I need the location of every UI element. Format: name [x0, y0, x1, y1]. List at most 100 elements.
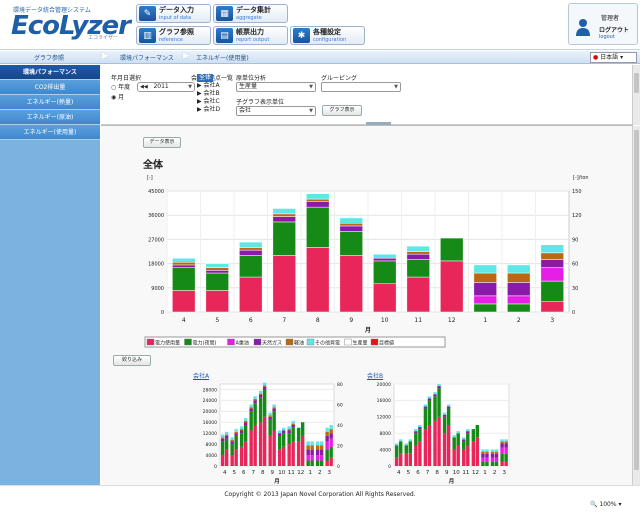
tree-item[interactable]: ▶ 会社D: [197, 106, 221, 113]
bar-segment: [414, 431, 418, 434]
bar-segment: [319, 455, 324, 461]
tree-item[interactable]: ▶ 会社A: [197, 82, 220, 89]
bar-segment: [373, 253, 397, 259]
bar-segment: [239, 247, 263, 251]
bar-segment: [540, 300, 564, 313]
bar-segment: [500, 441, 504, 444]
grouping-select[interactable]: [321, 82, 401, 92]
nav-reference-button[interactable]: ▥ グラフ参照 reference: [136, 26, 211, 45]
year-stepper[interactable]: ◀◀ 2011: [137, 82, 195, 92]
bar-segment: [296, 441, 301, 466]
radio-month[interactable]: ◉ 月: [111, 94, 125, 101]
bar-segment: [329, 429, 333, 434]
nav-report-output-button[interactable]: ▤ 帳票出力 report output: [213, 26, 288, 45]
y-tick-label: 24000: [203, 398, 217, 404]
splitter-handle[interactable]: [366, 122, 391, 125]
x-tick-label: 3: [502, 470, 506, 476]
prev-year-button[interactable]: ◀◀: [140, 84, 148, 90]
sidebar-item-energy-usage[interactable]: エネルギー(使用量): [0, 125, 100, 140]
y-tick-label: 45000: [148, 189, 164, 195]
bar-segment: [268, 419, 272, 436]
bar-segment: [490, 461, 495, 466]
bar-segment: [414, 433, 418, 446]
x-tick-label: 2: [318, 470, 322, 476]
y-tick-label: 0: [388, 464, 391, 470]
bar-segment: [205, 272, 229, 291]
sub-chart-a-link[interactable]: 会社A: [193, 373, 210, 380]
y-tick-label: 4000: [206, 453, 218, 459]
bar-segment: [494, 457, 499, 462]
bar-segment: [287, 426, 291, 430]
legend-label: A重油: [236, 340, 249, 347]
bar-segment: [427, 425, 432, 466]
bar-segment: [243, 425, 248, 442]
bar-segment: [504, 447, 508, 454]
filter-button[interactable]: 絞り込み: [113, 355, 151, 366]
bar-segment: [315, 449, 320, 456]
bar-segment: [462, 441, 466, 450]
zoom-level[interactable]: 🔍 100% ▾: [590, 501, 622, 508]
app-logo[interactable]: EcoLyzer: [11, 11, 131, 41]
bar-segment: [500, 443, 504, 448]
breadcrumb-separator-icon: ▶: [102, 51, 109, 61]
bar-segment: [277, 430, 282, 434]
bar-segment: [291, 441, 295, 466]
bar-segment: [373, 260, 397, 285]
breadcrumb-item-energy[interactable]: エネルギー(使用量): [196, 55, 249, 62]
bar-segment: [456, 445, 460, 466]
bar-segment: [306, 198, 330, 203]
bar-segment: [462, 437, 466, 440]
sub-chart-b-link[interactable]: 会社B: [367, 373, 384, 380]
x-tick-label: 9: [445, 470, 449, 476]
legend-swatch: [184, 338, 192, 346]
y2-tick-label: 150: [572, 189, 582, 195]
nav-configuration-button[interactable]: ✱ 各種設定 configuration: [290, 26, 365, 45]
sidebar: 環境パフォーマンス CO2排出量 エネルギー(熱量) エネルギー(原油) エネル…: [0, 65, 100, 485]
bar-segment: [408, 439, 413, 442]
bar-segment: [406, 245, 430, 252]
language-select[interactable]: ● 日本語 ▾: [590, 52, 637, 63]
company-tree[interactable]: 全体 ▶ 会社A ▶ 会社B ▶ 会社C ▶ 会社D: [197, 74, 227, 116]
breadcrumb-item-graph[interactable]: グラフ参照: [34, 55, 65, 62]
wrench-icon: ✱: [293, 28, 310, 43]
bar-segment: [253, 396, 257, 400]
tree-root[interactable]: 全体: [197, 74, 214, 82]
sidebar-item-energy-oil[interactable]: エネルギー(原油): [0, 110, 100, 125]
breadcrumb-item-performance[interactable]: 環境パフォーマンス: [120, 55, 174, 62]
bar-segment: [268, 415, 272, 417]
bar-segment: [272, 404, 276, 408]
nav-data-input-button[interactable]: ✎ データ入力 input of data: [136, 4, 211, 23]
bar-segment: [262, 389, 267, 417]
nav-aggregate-button[interactable]: ▦ データ集計 aggregate: [213, 4, 288, 23]
filter-scrollbar[interactable]: [632, 65, 640, 125]
x-tick-label: 11: [414, 317, 422, 324]
bar-segment: [433, 394, 437, 397]
bar-segment: [329, 446, 333, 458]
chart-legend: 電力使用量 電力(夜間) A重油 天然ガス 軽油 その他買電 生産量 目標値: [144, 336, 446, 348]
bar-segment: [329, 438, 333, 447]
bar-segment: [504, 443, 508, 448]
calculator-icon: ▦: [216, 6, 233, 21]
bar-segment: [473, 295, 497, 305]
sidebar-item-performance[interactable]: 環境パフォーマンス: [0, 65, 100, 80]
unit-analysis-select[interactable]: 生産量: [236, 82, 316, 92]
bar-segment: [475, 425, 480, 438]
sidebar-item-energy-heat[interactable]: エネルギー(熱量): [0, 95, 100, 110]
sidebar-item-co2[interactable]: CO2排出量: [0, 80, 100, 95]
logout-link[interactable]: ログアウト logout: [599, 27, 630, 40]
graph-display-button[interactable]: グラフ表示: [322, 105, 362, 116]
child-unit-label: 子グラフ表示単位: [236, 99, 285, 106]
bar-segment: [239, 446, 244, 466]
main-scrollbar[interactable]: [632, 126, 640, 485]
bar-segment: [433, 396, 437, 421]
radio-year[interactable]: ○ 年度: [111, 84, 131, 91]
bar-segment: [319, 449, 324, 456]
y-tick-label: 20000: [203, 409, 217, 415]
tree-item[interactable]: ▶ 会社B: [197, 90, 220, 97]
tree-item[interactable]: ▶ 会社C: [197, 98, 220, 105]
bar-segment: [504, 441, 508, 444]
child-unit-select[interactable]: 会社: [236, 106, 316, 116]
bar-segment: [406, 276, 430, 313]
data-display-button[interactable]: データ表示: [143, 137, 181, 148]
